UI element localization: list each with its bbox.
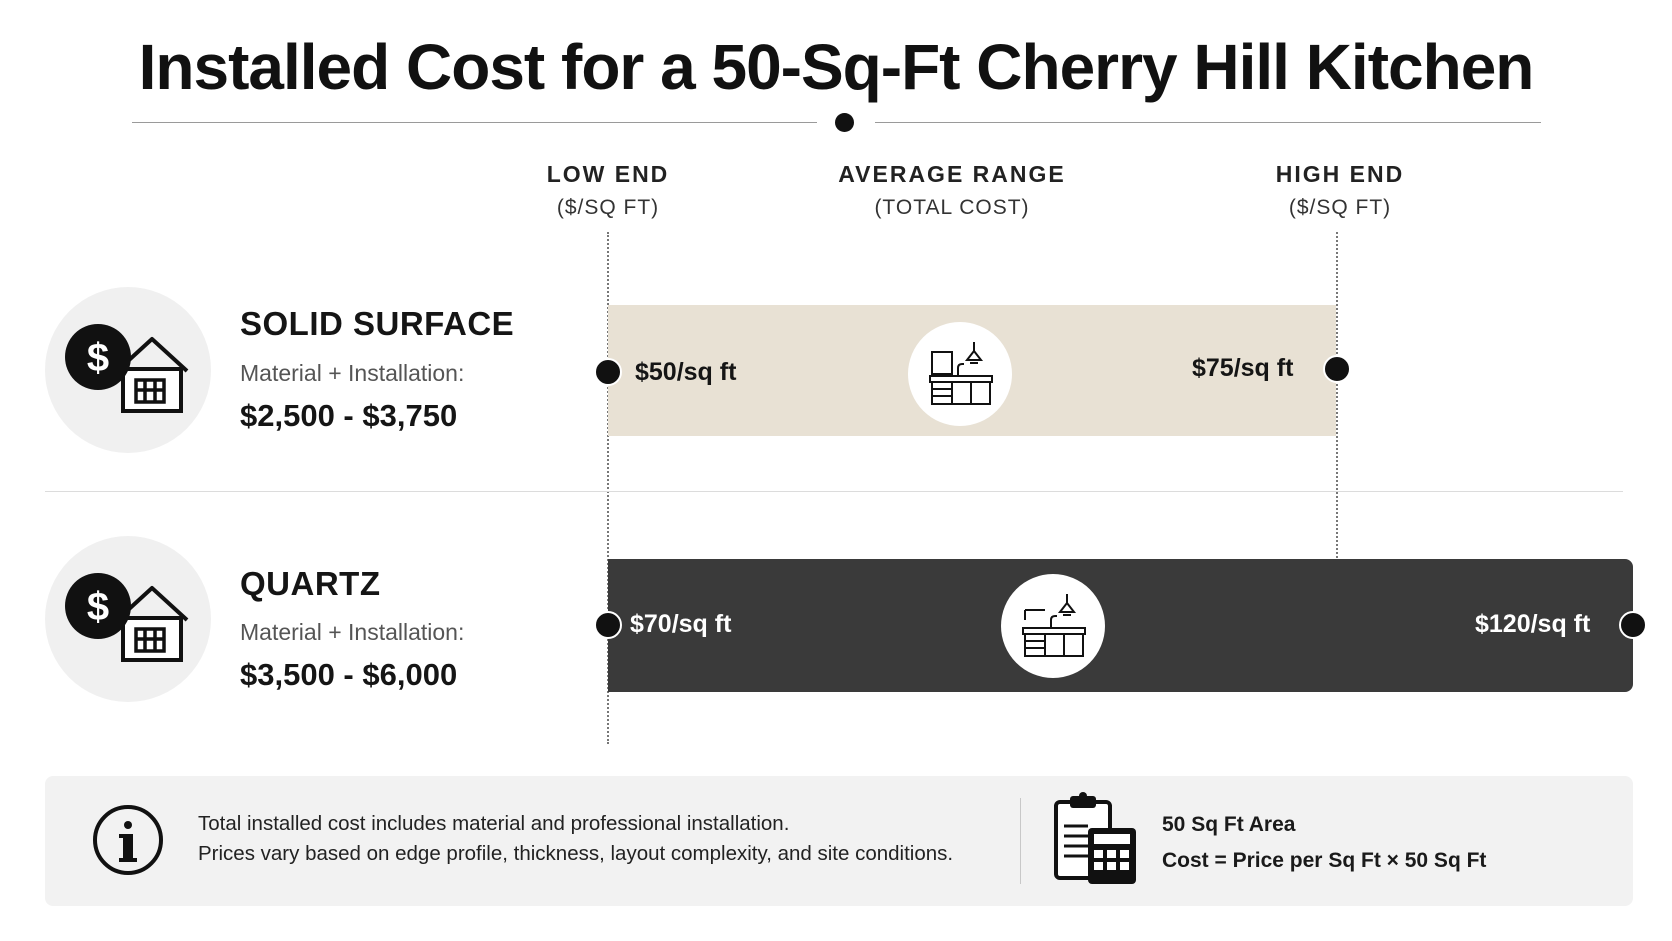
solid-surface-high-dot <box>1323 355 1351 383</box>
footer-panel <box>45 776 1633 906</box>
solid-surface-high-label: $75/sq ft <box>1192 354 1294 382</box>
quartz-range-bar <box>608 559 1633 692</box>
solid-surface-low-dot <box>594 358 622 386</box>
column-header-low-sub: ($/SQ FT) <box>556 196 660 219</box>
column-header-low: LOW END ($/SQ FT) <box>478 161 738 220</box>
material-name: QUARTZ <box>240 565 381 602</box>
material-subtitle: Material + Installation: <box>240 360 465 386</box>
quartz-low-label: $70/sq ft <box>630 610 732 638</box>
solid-surface-low-label: $50/sq ft <box>635 358 737 386</box>
footer-separator <box>1020 798 1021 884</box>
svg-text:$: $ <box>87 336 109 380</box>
quartz-high-label: $120/sq ft <box>1475 610 1591 638</box>
material-total-range: $2,500 - $3,750 <box>240 398 458 433</box>
footer-area-label: 50 Sq Ft Area <box>1162 813 1296 836</box>
low-end-guide-line <box>607 232 609 744</box>
title-rule-left <box>132 122 817 123</box>
quartz-high-dot <box>1619 611 1647 639</box>
info-icon <box>93 805 163 875</box>
material-name: SOLID SURFACE <box>240 305 515 342</box>
footer-note-line-1: Total installed cost includes material a… <box>198 812 790 835</box>
footer-note-line-2: Prices vary based on edge profile, thick… <box>198 842 954 865</box>
kitchen-icon <box>929 342 993 405</box>
material-total-range: $3,500 - $6,000 <box>240 657 458 692</box>
column-header-average: AVERAGE RANGE (TOTAL COST) <box>792 161 1112 220</box>
svg-text:$: $ <box>87 585 109 629</box>
title-rule-right <box>875 122 1541 123</box>
column-header-high: HIGH END ($/SQ FT) <box>1210 161 1470 220</box>
footer-cost-formula: Cost = Price per Sq Ft × 50 Sq Ft <box>1162 849 1487 872</box>
column-header-average-sub: (TOTAL COST) <box>874 196 1030 219</box>
kitchen-icon <box>1022 594 1086 657</box>
column-header-high-label: HIGH END <box>1275 161 1405 187</box>
column-header-high-sub: ($/SQ FT) <box>1288 196 1392 219</box>
page-title: Installed Cost for a 50-Sq-Ft Cherry Hil… <box>138 31 1535 103</box>
dollar-house-icon: $ <box>65 324 189 413</box>
title-rule-dot <box>835 113 854 132</box>
column-header-low-label: LOW END <box>546 161 670 187</box>
quartz-kitchen-badge <box>1001 574 1105 678</box>
material-subtitle: Material + Installation: <box>240 619 465 645</box>
high-end-guide-line <box>1336 232 1338 558</box>
dollar-house-icon: $ <box>65 573 189 662</box>
clipboard-calculator-icon <box>1054 792 1136 884</box>
quartz-low-dot <box>594 611 622 639</box>
row-separator <box>45 491 1623 492</box>
solid-surface-icon-circle: $ <box>45 287 211 453</box>
quartz-icon-circle: $ <box>45 536 211 702</box>
column-header-average-label: AVERAGE RANGE <box>838 161 1066 187</box>
solid-surface-kitchen-badge <box>908 322 1012 426</box>
